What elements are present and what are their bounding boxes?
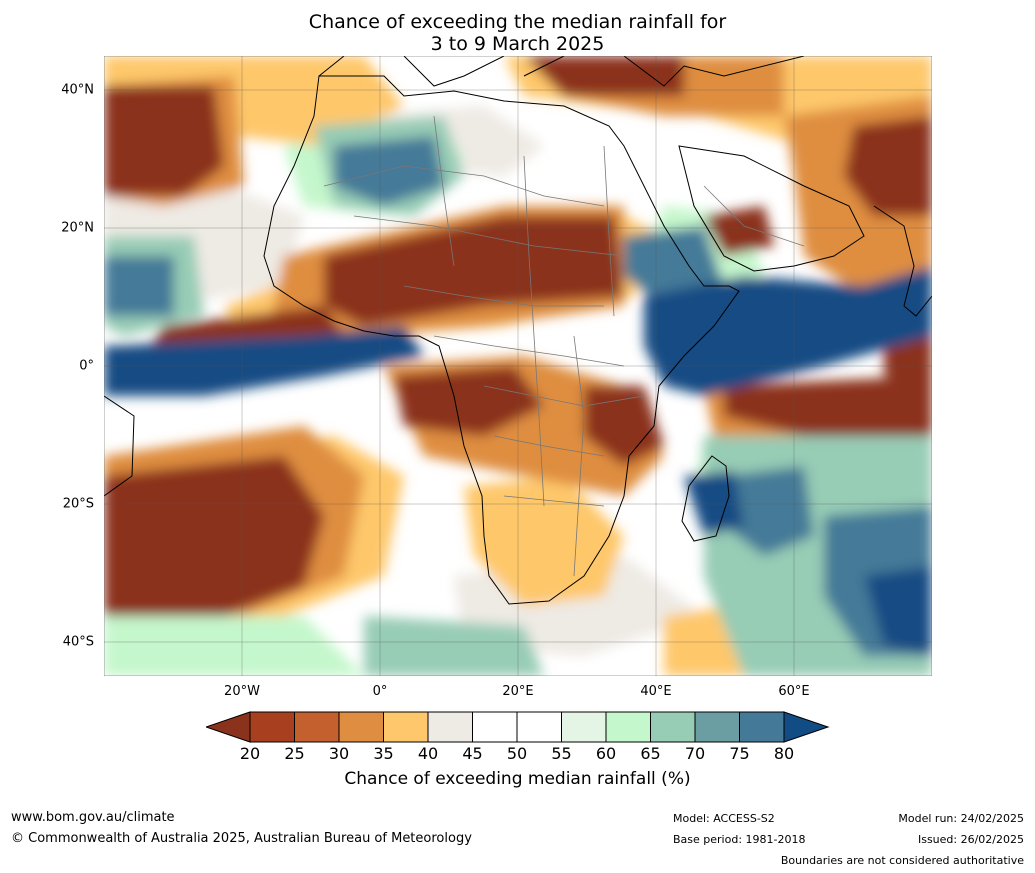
europe-coastline (318, 56, 805, 87)
lon-label-60e: 60°E (778, 684, 810, 699)
colorbar (206, 711, 830, 743)
africa-coastline (263, 75, 740, 605)
lat-label-0: 0° (79, 358, 94, 374)
colorbar-segment (694, 711, 740, 743)
lon-label-20e: 20°E (502, 684, 534, 699)
colorbar-tick-label: 65 (640, 744, 661, 763)
colorbar-tick-label: 70 (684, 744, 706, 763)
rainfall-probability-map (104, 56, 932, 676)
colorbar-segment (561, 711, 607, 743)
colorbar-segment (739, 711, 785, 743)
colorbar-tick-label: 75 (729, 744, 750, 763)
colorbar-segment (605, 711, 651, 743)
colorbar-segment (427, 711, 473, 743)
map-title-line1: Chance of exceeding the median rainfall … (308, 11, 727, 33)
coastlines (104, 56, 932, 605)
colorbar-tick-label: 45 (462, 744, 483, 763)
model-text: Model: ACCESS-S2 (673, 812, 775, 825)
probability-field (104, 56, 932, 676)
base-period-text: Base period: 1981-2018 (673, 833, 806, 846)
model-run-text: Model run: 24/02/2025 (898, 812, 1024, 825)
colorbar-tick-label: 25 (284, 744, 305, 763)
lat-label-20s: 20°S (62, 496, 94, 512)
colorbar-tick-label: 80 (773, 744, 795, 763)
colorbar-segment (516, 711, 562, 743)
india-coastline (873, 205, 932, 317)
copyright-text: © Commonwealth of Australia 2025, Austra… (11, 831, 472, 846)
colorbar-segment (383, 711, 429, 743)
colorbar-tick-label: 20 (239, 744, 261, 763)
colorbar-segment (294, 711, 340, 743)
colorbar-tick-label: 60 (595, 744, 617, 763)
disclaimer-text: Boundaries are not considered authoritat… (780, 854, 1024, 867)
colorbar-segment (338, 711, 384, 743)
country-borders (323, 115, 805, 577)
lat-label-40s: 40°S (62, 634, 94, 650)
colorbar-tick-label: 50 (506, 744, 528, 763)
lat-label-20n: 20°N (61, 220, 94, 236)
colorbar-extend-high (783, 711, 830, 743)
website-link[interactable]: www.bom.gov.au/climate (11, 810, 175, 825)
colorbar-extend-low (206, 711, 251, 743)
colorbar-tick-label: 40 (417, 744, 439, 763)
colorbar-segment (472, 711, 518, 743)
south-america-coastline (104, 395, 135, 497)
lon-label-0: 0° (372, 684, 388, 699)
lat-label-40n: 40°N (61, 82, 94, 98)
map-title-line2: 3 to 9 March 2025 (430, 33, 605, 55)
issued-text: Issued: 26/02/2025 (917, 833, 1024, 846)
graticule (104, 56, 932, 676)
lon-label-40e: 40°E (640, 684, 672, 699)
colorbar-label: Chance of exceeding median rainfall (%) (344, 769, 691, 789)
colorbar-tick-label: 30 (328, 744, 350, 763)
lon-label-20w: 20°W (224, 684, 260, 699)
colorbar-tick-label: 55 (551, 744, 572, 763)
arabia-coastline (678, 145, 865, 272)
colorbar-segment (650, 711, 696, 743)
colorbar-segment (249, 711, 295, 743)
colorbar-tick-label: 35 (373, 744, 394, 763)
madagascar-coastline (681, 455, 730, 542)
